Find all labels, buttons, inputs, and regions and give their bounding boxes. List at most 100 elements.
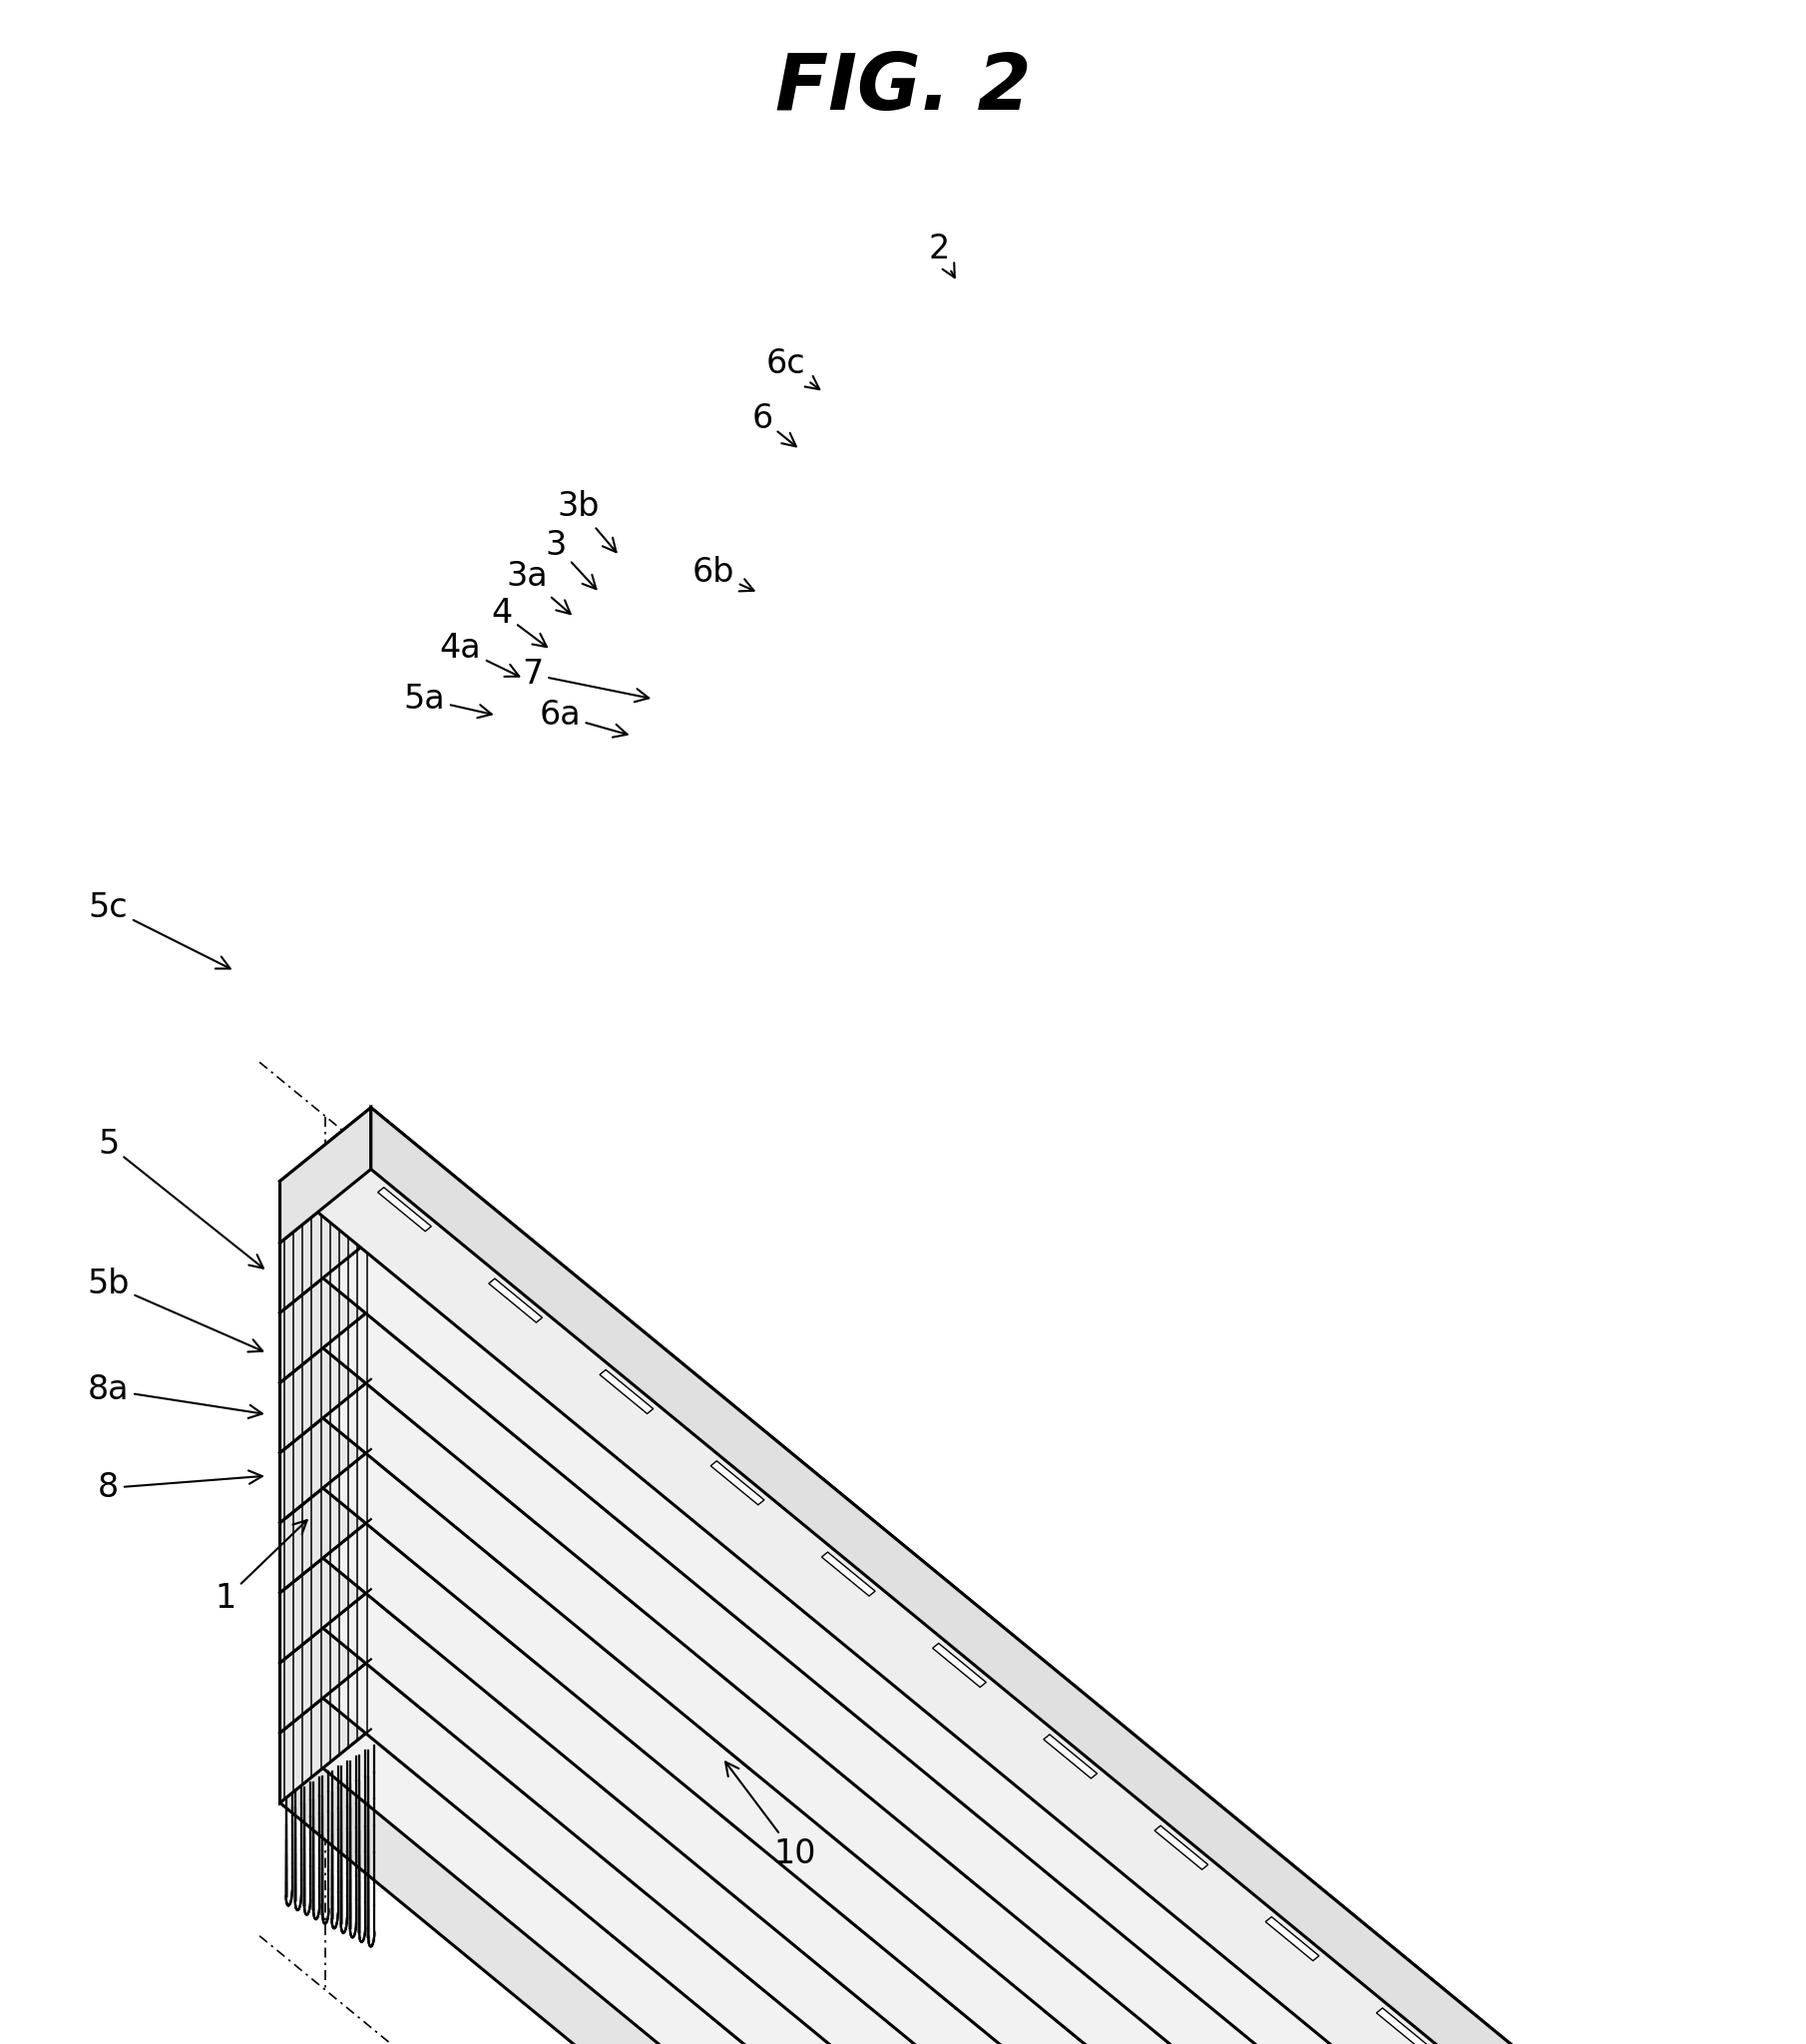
Polygon shape xyxy=(600,1572,654,1615)
Polygon shape xyxy=(822,2034,876,2044)
Polygon shape xyxy=(1154,1825,1208,1870)
Polygon shape xyxy=(932,1643,986,1686)
Polygon shape xyxy=(600,1502,654,1545)
Polygon shape xyxy=(712,1803,764,1846)
Text: 4a: 4a xyxy=(441,632,518,677)
Polygon shape xyxy=(377,1318,432,1363)
Polygon shape xyxy=(280,1308,1806,2044)
Text: 3a: 3a xyxy=(507,560,571,613)
Polygon shape xyxy=(489,1549,542,1594)
Polygon shape xyxy=(822,1613,876,1658)
Text: 3: 3 xyxy=(545,529,596,589)
Polygon shape xyxy=(280,1660,370,1803)
Polygon shape xyxy=(489,1760,542,1805)
Text: 2: 2 xyxy=(928,233,955,278)
Text: 6a: 6a xyxy=(540,699,627,738)
Polygon shape xyxy=(280,1169,370,1312)
Polygon shape xyxy=(377,1739,432,1782)
Polygon shape xyxy=(370,1590,1806,2044)
Polygon shape xyxy=(1154,1958,1208,2001)
Polygon shape xyxy=(280,1449,1806,2044)
Text: 5a: 5a xyxy=(405,683,491,717)
Polygon shape xyxy=(712,1461,764,1504)
Polygon shape xyxy=(822,1964,876,2007)
Polygon shape xyxy=(932,1915,986,1958)
Text: 5b: 5b xyxy=(87,1267,262,1351)
Text: 5: 5 xyxy=(98,1128,264,1267)
Polygon shape xyxy=(280,1108,1806,2044)
Polygon shape xyxy=(1044,1866,1096,1909)
Polygon shape xyxy=(712,1523,764,1566)
Polygon shape xyxy=(280,1519,1806,2044)
Polygon shape xyxy=(1044,1797,1096,1840)
Polygon shape xyxy=(712,1872,764,1917)
Text: 1: 1 xyxy=(215,1521,307,1615)
Polygon shape xyxy=(489,1280,542,1322)
Polygon shape xyxy=(1154,2028,1208,2044)
Polygon shape xyxy=(489,1480,542,1525)
Polygon shape xyxy=(370,1308,1806,2044)
Polygon shape xyxy=(822,1754,876,1797)
Polygon shape xyxy=(489,1690,542,1733)
Polygon shape xyxy=(280,1308,370,1453)
Polygon shape xyxy=(377,1459,432,1502)
Polygon shape xyxy=(370,1660,1806,2044)
Polygon shape xyxy=(280,1519,370,1664)
Polygon shape xyxy=(712,1942,764,1987)
Polygon shape xyxy=(280,1169,1806,2044)
Polygon shape xyxy=(600,1369,654,1414)
Polygon shape xyxy=(370,1380,1806,2044)
Polygon shape xyxy=(489,1410,542,1453)
Polygon shape xyxy=(489,1341,542,1384)
Polygon shape xyxy=(280,1590,1806,2044)
Text: 4: 4 xyxy=(491,597,547,646)
Polygon shape xyxy=(822,1893,876,1938)
Polygon shape xyxy=(489,1829,542,1874)
Polygon shape xyxy=(370,1239,1806,2044)
Polygon shape xyxy=(377,1598,432,1643)
Polygon shape xyxy=(280,1380,1806,2044)
Text: 8: 8 xyxy=(98,1470,262,1504)
Polygon shape xyxy=(822,1551,876,1596)
Polygon shape xyxy=(1266,1917,1318,1960)
Polygon shape xyxy=(280,1380,370,1523)
Polygon shape xyxy=(377,1249,432,1294)
Text: 8a: 8a xyxy=(88,1374,262,1419)
Polygon shape xyxy=(280,1239,1806,2044)
Polygon shape xyxy=(712,1592,764,1637)
Text: 6c: 6c xyxy=(766,347,820,388)
Polygon shape xyxy=(712,1733,764,1776)
Polygon shape xyxy=(370,1519,1806,2044)
Text: 6b: 6b xyxy=(692,556,753,591)
Polygon shape xyxy=(489,1621,542,1664)
Polygon shape xyxy=(1376,2007,1430,2044)
Polygon shape xyxy=(822,1823,876,1868)
Text: 6: 6 xyxy=(751,403,796,446)
Polygon shape xyxy=(932,1985,986,2030)
Polygon shape xyxy=(280,1108,370,1243)
Polygon shape xyxy=(600,1711,654,1756)
Polygon shape xyxy=(600,1852,654,1895)
Polygon shape xyxy=(600,1782,654,1825)
Polygon shape xyxy=(377,1390,432,1433)
Polygon shape xyxy=(377,1529,432,1574)
Text: 5c: 5c xyxy=(88,891,229,969)
Polygon shape xyxy=(370,1449,1806,2044)
Text: 3b: 3b xyxy=(556,491,616,552)
Polygon shape xyxy=(1266,1979,1318,2022)
Polygon shape xyxy=(932,1846,986,1889)
Polygon shape xyxy=(600,1641,654,1686)
Polygon shape xyxy=(280,1660,1806,2044)
Polygon shape xyxy=(822,1684,876,1727)
Text: 10: 10 xyxy=(726,1762,816,1870)
Polygon shape xyxy=(377,1670,432,1713)
Polygon shape xyxy=(1044,2005,1096,2044)
Polygon shape xyxy=(1154,1887,1208,1932)
Polygon shape xyxy=(280,1449,370,1592)
Polygon shape xyxy=(932,1774,986,1819)
Text: FIG. 2: FIG. 2 xyxy=(775,49,1031,127)
Polygon shape xyxy=(932,1705,986,1750)
Polygon shape xyxy=(712,2013,764,2044)
Text: 7: 7 xyxy=(522,658,648,701)
Polygon shape xyxy=(280,1243,1730,2044)
